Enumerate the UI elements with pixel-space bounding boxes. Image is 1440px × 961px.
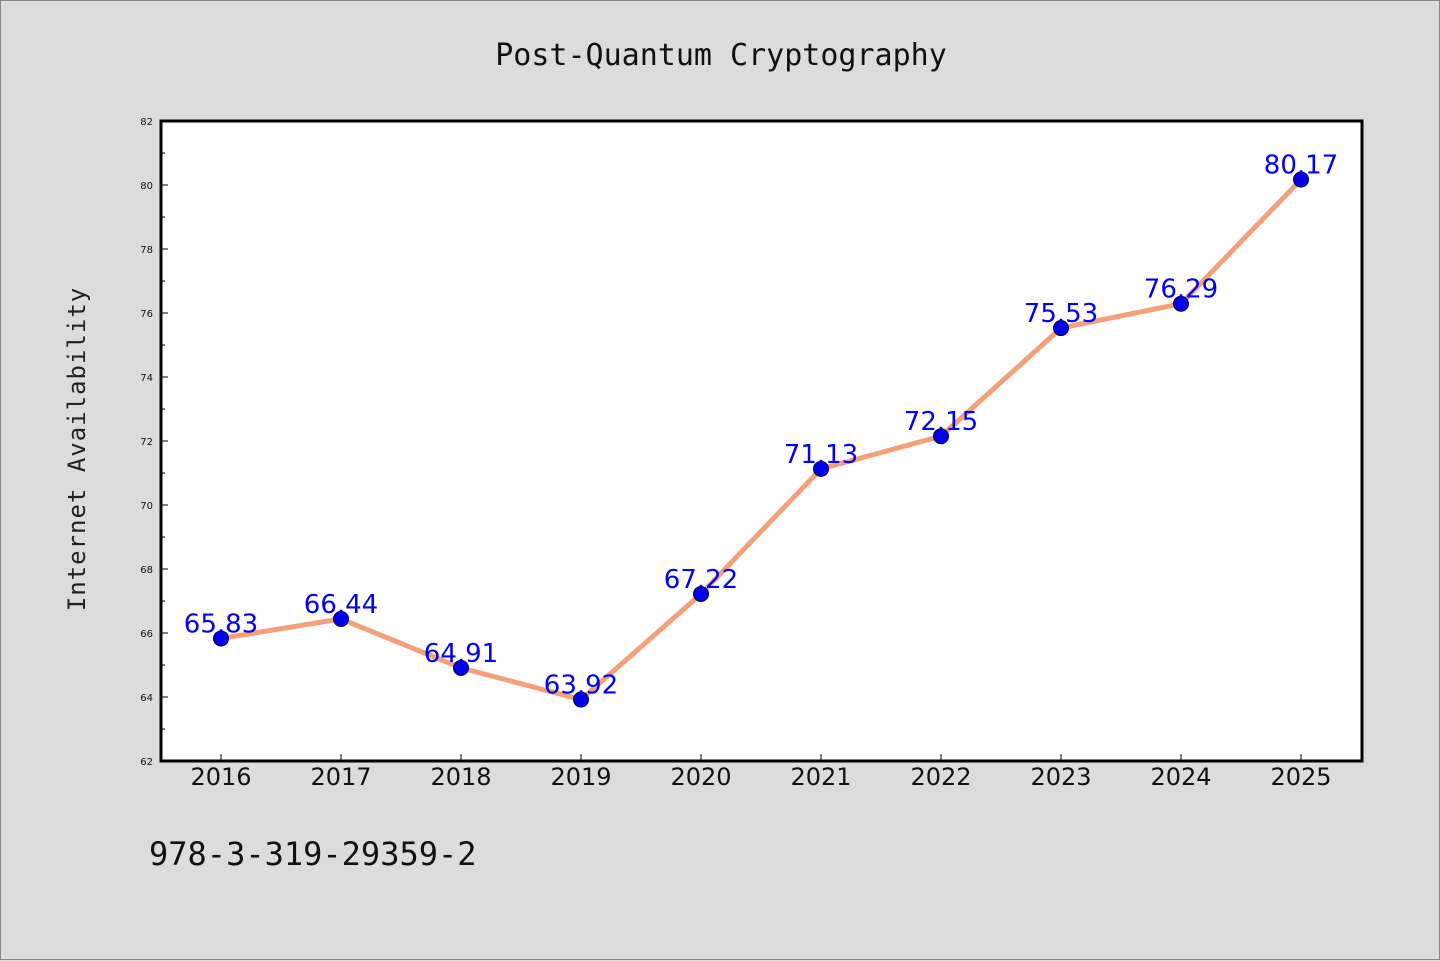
data-point-marker <box>1293 171 1309 188</box>
chart-title: Post-Quantum Cryptography <box>495 38 947 73</box>
data-point-marker <box>693 585 709 602</box>
x-tick-label: 2018 <box>430 763 491 791</box>
data-label: 76.29 <box>1144 275 1218 305</box>
y-axis-label: Internet Availability <box>63 287 91 611</box>
y-tick-label: 72 <box>140 437 153 448</box>
x-tick-label: 2023 <box>1030 763 1091 791</box>
data-label: 65.83 <box>184 609 258 639</box>
data-point-marker <box>213 630 229 647</box>
data-label: 80.17 <box>1264 151 1338 181</box>
y-tick-label: 76 <box>140 309 153 320</box>
y-tick-label: 62 <box>140 757 153 768</box>
y-tick-label: 68 <box>140 565 153 576</box>
y-tick-label: 78 <box>140 245 153 256</box>
data-point-marker <box>933 428 949 445</box>
x-tick-label: 2020 <box>670 763 731 791</box>
data-point-marker <box>1053 320 1069 337</box>
data-label: 75.53 <box>1024 299 1098 329</box>
data-point-marker <box>1173 295 1189 312</box>
y-tick-label: 82 <box>140 117 153 128</box>
x-tick-label: 2025 <box>1270 763 1331 791</box>
series-line-group <box>218 177 1304 703</box>
x-tick-label: 2017 <box>310 763 371 791</box>
y-axis-ticks: 62 64 66 68 70 72 74 76 78 80 82 <box>140 117 168 768</box>
data-label: 71.13 <box>784 440 858 470</box>
x-tick-label: 2019 <box>550 763 611 791</box>
data-point-marker <box>813 460 829 477</box>
data-label: 72.15 <box>904 407 978 437</box>
y-tick-label: 74 <box>140 373 153 384</box>
series-markers <box>213 171 1309 708</box>
footer-isbn: 978-3-319-29359-2 <box>149 835 477 873</box>
x-axis-ticks: 2016 2017 2018 2019 2020 2021 2022 2023 2024 2025 <box>190 754 1332 791</box>
plot-area <box>159 119 1364 763</box>
x-tick-label: 2024 <box>1150 763 1211 791</box>
y-tick-label: 64 <box>140 693 153 704</box>
data-point-marker <box>333 610 349 627</box>
y-tick-label: 80 <box>140 181 153 192</box>
data-label: 66.44 <box>304 590 378 620</box>
y-tick-label: 66 <box>140 629 153 640</box>
x-tick-label: 2022 <box>910 763 971 791</box>
data-point-marker <box>573 691 589 708</box>
x-tick-label: 2021 <box>790 763 851 791</box>
y-tick-label: 70 <box>140 501 153 512</box>
series-line <box>218 177 1304 703</box>
data-labels: 65.83 66.44 64.91 63.92 67.22 71.13 72.15 75.53… <box>184 151 1338 701</box>
data-label: 64.91 <box>424 639 498 669</box>
data-point-marker <box>453 659 469 676</box>
data-label: 67.22 <box>664 565 738 595</box>
x-tick-label: 2016 <box>190 763 251 791</box>
data-label: 63.92 <box>544 671 618 701</box>
